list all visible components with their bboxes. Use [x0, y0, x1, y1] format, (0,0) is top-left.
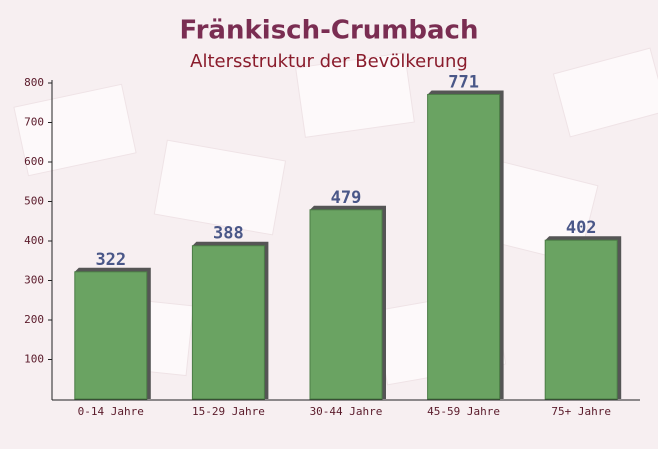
y-tick-label: 500 — [24, 195, 44, 208]
x-tick-label: 0-14 Jahre — [78, 405, 144, 418]
value-label: 479 — [331, 188, 362, 208]
chart-subtitle: Altersstruktur der Bevölkerung — [190, 51, 468, 72]
x-tick-label: 45-59 Jahre — [427, 405, 500, 418]
x-tick-label: 15-29 Jahre — [192, 405, 265, 418]
chart-title: Fränkisch-Crumbach — [180, 16, 479, 46]
y-tick-label: 100 — [24, 353, 44, 366]
bar — [309, 209, 383, 400]
value-label: 322 — [95, 250, 126, 270]
value-label: 771 — [448, 72, 479, 92]
y-tick-label: 200 — [24, 313, 44, 326]
value-label: 388 — [213, 224, 244, 244]
bar — [74, 271, 148, 400]
bar — [191, 245, 265, 400]
y-tick-label: 800 — [24, 76, 44, 89]
y-tick-label: 700 — [24, 116, 44, 129]
y-tick-label: 400 — [24, 234, 44, 247]
bar — [544, 239, 618, 400]
bar — [427, 93, 501, 400]
y-tick-label: 300 — [24, 274, 44, 287]
value-label: 402 — [566, 218, 597, 238]
y-tick-label: 600 — [24, 155, 44, 168]
x-tick-label: 75+ Jahre — [551, 405, 611, 418]
x-tick-label: 30-44 Jahre — [310, 405, 383, 418]
